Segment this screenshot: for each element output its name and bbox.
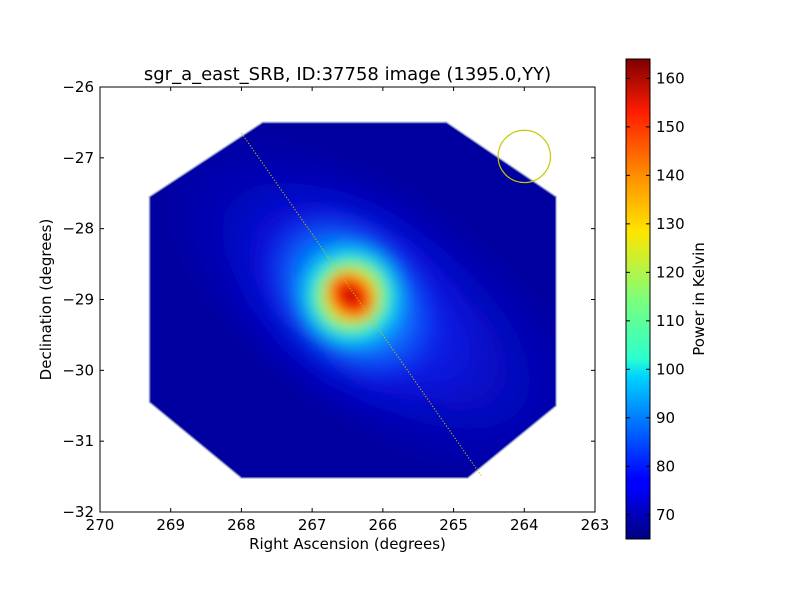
x-axis-label: Right Ascension (degrees) (249, 535, 446, 553)
beam-circle (497, 129, 552, 184)
y-tick-label: −28 (62, 220, 94, 238)
y-tick-label: −27 (62, 149, 94, 167)
colorbar-tick-label: 110 (656, 312, 685, 330)
colorbar-tick-label: 120 (656, 263, 685, 281)
colorbar-tick-label: 140 (656, 166, 685, 184)
colorbar-tick-label: 150 (656, 118, 685, 136)
x-tick-label: 270 (86, 516, 115, 534)
colorbar-tick-label: 70 (656, 506, 675, 524)
colorbar-label: Power in Kelvin (690, 242, 708, 356)
y-tick-label: −32 (62, 503, 94, 521)
scan-track-line (241, 132, 483, 477)
y-axis: −26 −27 −28 −29 −30 −31 −32 (62, 78, 595, 521)
x-tick-label: 267 (298, 516, 327, 534)
x-tick-label: 264 (510, 516, 539, 534)
colorbar-tick-label: 130 (656, 215, 685, 233)
x-tick-label: 265 (439, 516, 468, 534)
y-axis-label: Declination (degrees) (37, 219, 55, 381)
colorbar-tick-label: 80 (656, 457, 675, 475)
y-tick-label: −26 (62, 78, 94, 96)
y-tick-label: −29 (62, 291, 94, 309)
chart-title: sgr_a_east_SRB, ID:37758 image (1395.0,Y… (144, 64, 551, 85)
x-tick-label: 266 (369, 516, 398, 534)
colorbar (625, 58, 651, 540)
y-tick-label: −31 (62, 432, 94, 450)
colorbar-tick-label: 160 (656, 69, 685, 87)
footprint-edge (148, 121, 558, 479)
x-axis: 270 269 268 267 266 265 264 263 (86, 87, 610, 534)
heatmap-peak (323, 268, 379, 324)
colorbar-tick-label: 90 (656, 409, 675, 427)
colorbar-axis: 70 80 90 100 110 120 130 140 150 160 (626, 69, 685, 524)
colorbar-tick-label: 100 (656, 360, 685, 378)
heatmap (149, 122, 557, 479)
x-tick-label: 263 (581, 516, 610, 534)
plot-area (148, 121, 558, 479)
x-tick-label: 269 (156, 516, 185, 534)
x-tick-label: 268 (227, 516, 256, 534)
y-tick-label: −30 (62, 361, 94, 379)
